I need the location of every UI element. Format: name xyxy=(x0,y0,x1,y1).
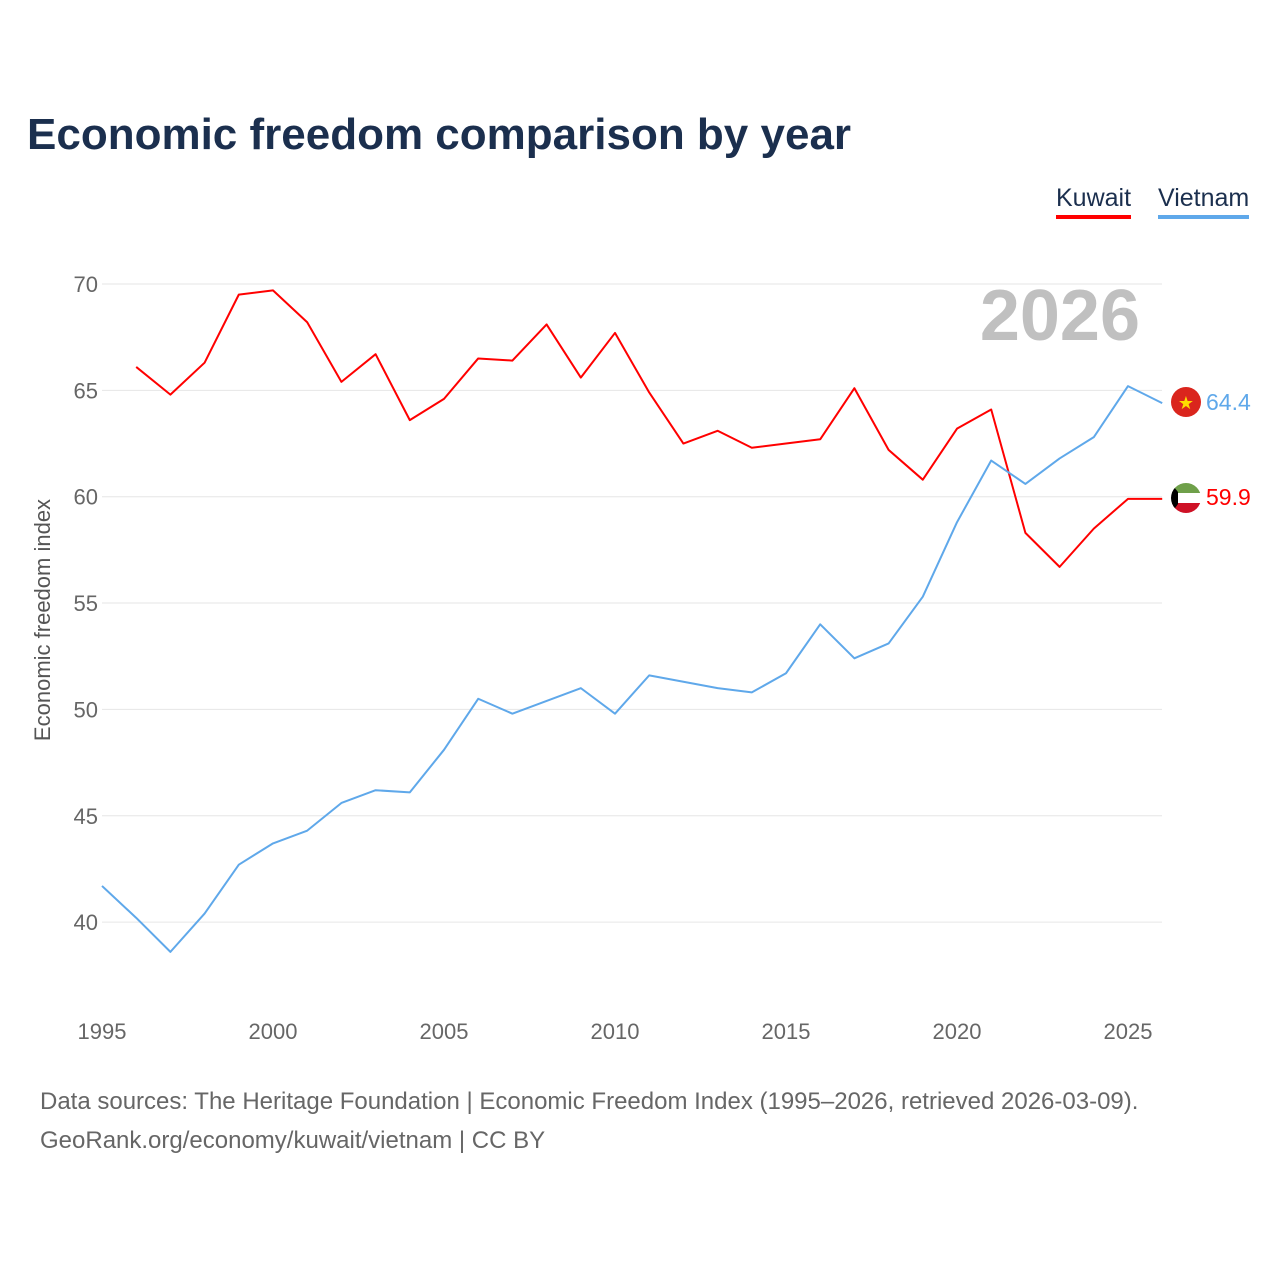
y-tick-label: 40 xyxy=(74,910,98,935)
y-tick-label: 50 xyxy=(74,697,98,722)
x-tick-label: 2005 xyxy=(420,1019,469,1044)
source-link[interactable]: GeoRank.org/economy/kuwait/vietnam | CC … xyxy=(40,1127,546,1154)
y-tick-label: 65 xyxy=(74,378,98,403)
x-tick-label: 2000 xyxy=(249,1019,298,1044)
chart-title: Economic freedom comparison by year xyxy=(27,110,852,159)
x-tick-label: 2010 xyxy=(591,1019,640,1044)
vietnam-end-label: 64.4 xyxy=(1206,389,1251,415)
x-tick-label: 2025 xyxy=(1104,1019,1153,1044)
x-tick-label: 2015 xyxy=(762,1019,811,1044)
series-line-vietnam[interactable] xyxy=(101,385,1163,953)
y-tick-label: 70 xyxy=(74,272,98,297)
svg-text:★: ★ xyxy=(1178,393,1194,413)
y-tick-label: 55 xyxy=(74,591,98,616)
y-axis-label: Economic freedom index xyxy=(30,499,55,741)
data-source: Data sources: The Heritage Foundation | … xyxy=(40,1088,1139,1115)
series-line-kuwait[interactable] xyxy=(135,289,1163,568)
legend-kuwait[interactable]: Kuwait xyxy=(1056,184,1132,219)
x-tick-label: 1995 xyxy=(78,1019,127,1044)
legend-vietnam[interactable]: Vietnam xyxy=(1158,184,1250,219)
y-tick-label: 45 xyxy=(74,804,98,829)
kuwait-flag-icon xyxy=(1171,483,1201,513)
x-tick-label: 2020 xyxy=(933,1019,982,1044)
kuwait-end-label: 59.9 xyxy=(1206,484,1251,510)
year-watermark: 2026 xyxy=(980,276,1140,356)
vietnam-flag-icon: ★ xyxy=(1171,387,1201,417)
y-tick-label: 60 xyxy=(74,485,98,510)
